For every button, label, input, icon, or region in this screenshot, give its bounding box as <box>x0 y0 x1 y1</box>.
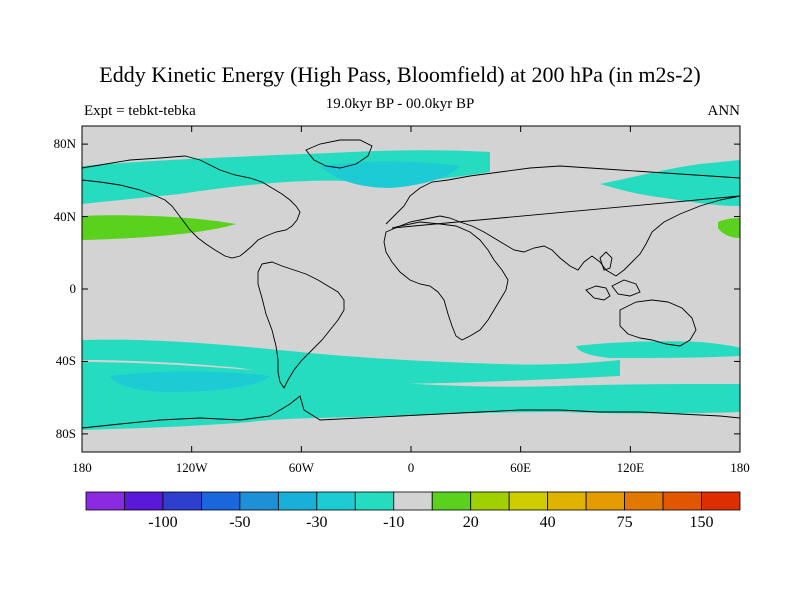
cyan-anomaly-south-west-pacific <box>576 341 740 358</box>
colorbar-swatch <box>201 491 241 511</box>
colorbar-swatch <box>470 491 510 511</box>
colorbar-swatch <box>162 491 202 511</box>
colorbar-label: -30 <box>306 514 328 531</box>
colorbar-label: -50 <box>229 514 251 531</box>
colorbar-swatch <box>354 491 395 511</box>
latitude-label: 40S <box>55 353 76 369</box>
colorbar-swatch <box>393 491 433 511</box>
colorbar-swatch <box>277 491 318 511</box>
colorbar-label: 40 <box>539 514 556 531</box>
colorbar-swatch <box>701 491 741 511</box>
anomaly-fields <box>82 150 740 430</box>
longitude-label: 120E <box>616 460 645 475</box>
longitude-label: 0 <box>407 460 415 475</box>
colorbar-swatch <box>624 491 664 511</box>
colorbar-swatch <box>85 491 125 511</box>
plot-subtitle: 19.0kyr BP - 00.0kyr BP <box>325 96 475 112</box>
green-anomaly-subtropical-pacific-east <box>718 218 740 238</box>
latitude-label: 40N <box>53 208 76 224</box>
colorbar-swatch <box>316 491 356 511</box>
cyan-anomaly-southern-subtropics <box>82 339 620 384</box>
colorbar-swatch <box>585 491 625 511</box>
colorbar-swatch <box>508 491 549 511</box>
season-label: ANN <box>707 103 741 119</box>
colorbar-label: 150 <box>689 514 714 531</box>
longitude-label: 60E <box>510 460 532 475</box>
colorbar-swatch <box>124 491 164 511</box>
longitude-label: 60W <box>288 460 314 475</box>
map-panel <box>81 125 741 453</box>
longitude-label: 180 <box>730 460 750 475</box>
latitude-label: 0 <box>69 281 77 296</box>
coastline-eurasia <box>385 165 741 277</box>
coastline-antarctica <box>81 395 741 429</box>
colorbar-label: 20 <box>462 514 479 531</box>
axis-ticks <box>81 126 741 452</box>
longitude-label: 180 <box>72 460 92 475</box>
coastline-north-america <box>81 155 301 259</box>
coastlines <box>81 139 741 429</box>
colorbar-swatch <box>547 491 587 511</box>
latitude-label: 80N <box>53 136 76 152</box>
coastline-greenland <box>305 139 373 169</box>
colorbar-label: -100 <box>148 514 178 531</box>
colorbar-swatch <box>239 491 279 511</box>
cyan-dark-anomaly-north-atlantic <box>320 161 460 188</box>
coastline-maritime-continent <box>585 251 641 301</box>
coastline-south-america <box>257 261 345 389</box>
experiment-label: Expt = tebkt-tebka <box>84 103 196 119</box>
cyan-dark-anomaly-south-pacific <box>110 371 270 392</box>
latitude-label: 80S <box>55 425 76 441</box>
plot-title: Eddy Kinetic Energy (High Pass, Bloomfie… <box>99 62 701 87</box>
coastline-australia <box>619 299 697 347</box>
colorbar-label: -10 <box>383 514 405 531</box>
colorbar-swatch <box>431 491 472 511</box>
coastline-africa <box>383 221 509 341</box>
longitude-label: 120W <box>175 460 208 475</box>
green-anomaly-subtropical-pacific-west <box>82 215 236 240</box>
colorbar <box>85 491 741 511</box>
cyan-anomaly-north-west-pacific <box>600 160 740 206</box>
colorbar-label: 75 <box>616 514 633 531</box>
colorbar-swatch <box>662 491 702 511</box>
